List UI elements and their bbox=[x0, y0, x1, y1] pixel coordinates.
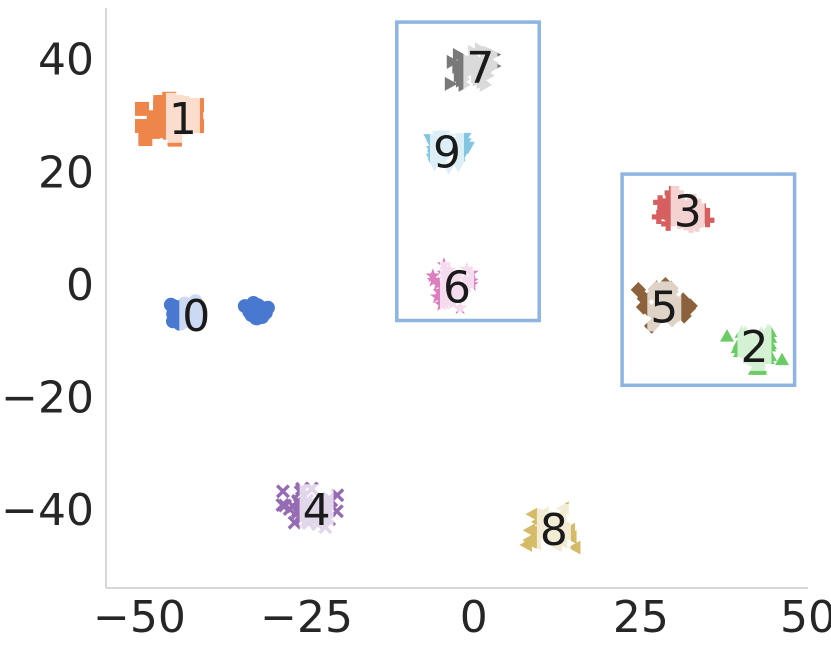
cluster-3-point bbox=[651, 209, 666, 224]
highlight-box-1 bbox=[395, 20, 541, 323]
cluster-label-background bbox=[179, 289, 214, 340]
cluster-8-point bbox=[522, 523, 536, 538]
cluster-label-3: 3 bbox=[674, 187, 702, 238]
cluster-label-background bbox=[463, 42, 498, 93]
cluster-label-5: 5 bbox=[650, 282, 678, 333]
highlight-boxes bbox=[395, 20, 797, 388]
cluster-7-point bbox=[453, 68, 467, 83]
cluster-label-1: 1 bbox=[169, 94, 197, 145]
cluster-2-point bbox=[775, 352, 790, 366]
highlight-box-2 bbox=[620, 172, 797, 388]
cluster-label-2: 2 bbox=[741, 322, 769, 373]
cluster-label-6: 6 bbox=[443, 263, 471, 314]
cluster-1-point bbox=[135, 101, 150, 116]
cluster-label-8: 8 bbox=[540, 505, 568, 556]
cluster-label-9: 9 bbox=[433, 128, 461, 179]
cluster-4-point bbox=[277, 498, 292, 513]
x-tick-label: −25 bbox=[260, 592, 353, 643]
y-tick-label: 0 bbox=[66, 260, 94, 311]
cluster-3-point bbox=[661, 216, 676, 231]
cluster-0-point bbox=[244, 308, 259, 322]
y-tick-label: 20 bbox=[38, 147, 94, 198]
y-tick-label: −20 bbox=[1, 373, 94, 424]
cluster-labels: 0 1 2 3 4 5 6 7 8 9 bbox=[165, 42, 772, 556]
cluster-8-point bbox=[567, 540, 581, 555]
cluster-label-background bbox=[299, 484, 334, 535]
axes bbox=[105, 8, 808, 589]
cluster-label-background bbox=[647, 281, 682, 332]
cluster-8-point bbox=[523, 534, 537, 549]
cluster-label-7: 7 bbox=[466, 43, 494, 94]
cluster-6-point bbox=[425, 268, 441, 283]
x-tick-label: 0 bbox=[460, 592, 488, 643]
y-tick-label: −40 bbox=[1, 485, 94, 536]
cluster-7-point bbox=[444, 76, 458, 91]
cluster-3-point bbox=[653, 195, 668, 210]
cluster-label-background bbox=[670, 185, 705, 236]
y-tick-label: 40 bbox=[38, 35, 94, 86]
x-tick-label: −50 bbox=[93, 592, 186, 643]
cluster-5-point bbox=[630, 282, 647, 298]
cluster-3-point bbox=[700, 213, 715, 228]
cluster-4-point bbox=[275, 484, 290, 499]
cluster-label-background bbox=[536, 503, 571, 554]
cluster-label-background bbox=[440, 261, 474, 312]
cluster-2-point bbox=[720, 329, 735, 342]
x-tick-label: 50 bbox=[780, 592, 831, 643]
cluster-0-point bbox=[258, 305, 273, 320]
cluster-label-background bbox=[430, 126, 464, 177]
cluster-5-point bbox=[680, 300, 697, 316]
cluster-label-background bbox=[737, 320, 772, 371]
cluster-label-0: 0 bbox=[182, 291, 210, 342]
cluster-3-point bbox=[661, 194, 676, 209]
cluster-5-point bbox=[675, 292, 691, 308]
cluster-6-point bbox=[430, 276, 446, 291]
cluster-label-4: 4 bbox=[303, 485, 331, 536]
cluster-label-background bbox=[165, 92, 200, 143]
x-tick-label: 25 bbox=[613, 592, 669, 643]
cluster-1-point bbox=[135, 119, 150, 134]
cluster-3-point bbox=[659, 205, 674, 220]
